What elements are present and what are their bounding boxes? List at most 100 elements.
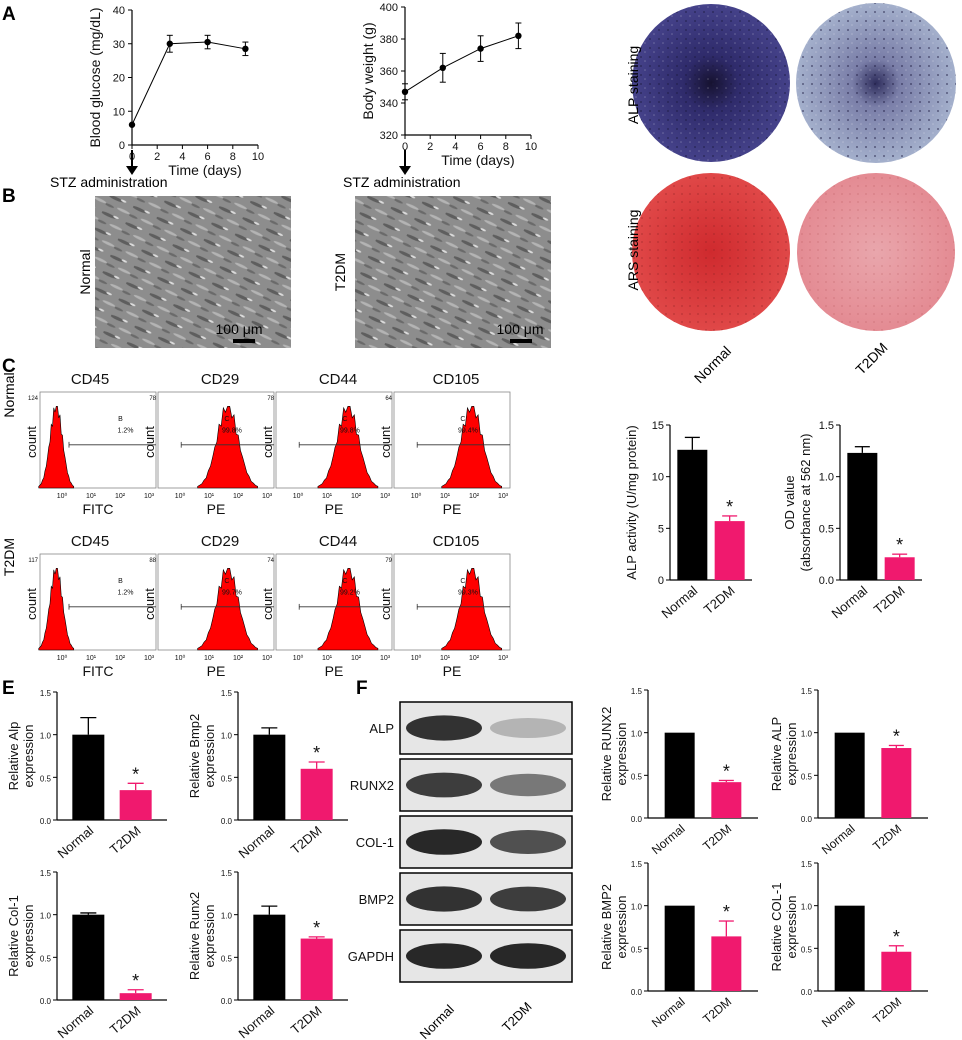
flow-gate-letter: B xyxy=(118,416,123,423)
flow-y-max: 74 xyxy=(267,558,274,564)
relative-runx2-protein-chart: 0.0 0.5 1.0 1.5 Normal * T2DM Relative RUNX2 exp… xyxy=(599,687,758,857)
flow-histogram xyxy=(441,406,503,489)
panel-label-c: C xyxy=(2,356,16,377)
flow-plot-title: CD44 xyxy=(319,533,357,550)
x-tick-label: 2 xyxy=(427,141,433,153)
flow-gate-percent: 1.2% xyxy=(118,427,134,434)
stain-col-t2dm: T2DM xyxy=(852,339,890,377)
flow-gate-letter: C xyxy=(460,578,465,585)
flow-x-tick: 10³ xyxy=(380,493,391,500)
blot-label-bmp2: BMP2 xyxy=(359,892,394,907)
bar-t2dm xyxy=(300,768,333,820)
blot-band xyxy=(406,886,482,912)
category-label: T2DM xyxy=(288,823,325,857)
bar-normal xyxy=(72,914,105,1000)
flow-x-tick: 10² xyxy=(351,655,362,662)
flow-gate-percent: 99.8% xyxy=(340,427,360,434)
category-label: T2DM xyxy=(700,822,734,854)
data-point xyxy=(401,88,409,96)
x-tick-label: 6 xyxy=(478,141,484,153)
flow-row-label-t2dm: T2DM xyxy=(1,538,17,576)
y-tick-label: 20 xyxy=(113,73,125,85)
flow-gate-letter: B xyxy=(118,578,123,585)
x-tick-label: 4 xyxy=(452,141,458,153)
flow-cytometry-grid: CD45 124 count FITC 10⁰ 10¹ 10² 10³ B 1.2% CD29 78 c… xyxy=(24,371,511,679)
stz-arrow-left xyxy=(126,150,138,175)
relative-col1-protein-chart: 0.0 0.5 1.0 1.5 Normal * T2DM Relative COL-1 exp… xyxy=(769,860,928,1030)
y-axis-label: Relative Alp xyxy=(6,722,21,791)
alp-staining-label: ALP staining xyxy=(625,46,641,124)
data-point xyxy=(477,45,484,52)
significance-star: * xyxy=(723,902,730,922)
y-tick-label: 0.5 xyxy=(221,774,233,783)
micrograph-t2dm: 100 μm xyxy=(355,196,551,348)
flow-x-label: PE xyxy=(207,663,226,679)
flow-y-max: 124 xyxy=(28,396,39,402)
bar-t2dm xyxy=(300,938,333,1000)
y-axis-label: expression xyxy=(21,725,36,788)
bar-normal xyxy=(834,732,865,818)
flow-y-max: 88 xyxy=(149,558,156,564)
flow-x-tick: 10³ xyxy=(498,655,509,662)
y-tick-label: 1.0 xyxy=(801,730,813,739)
y-tick-label: 400 xyxy=(380,2,398,14)
stz-annotation-right: STZ administration xyxy=(343,174,460,190)
blot-label-gapdh: GAPDH xyxy=(348,949,394,964)
flow-plot-title: CD105 xyxy=(433,371,480,388)
y-tick-label: 1.5 xyxy=(819,420,834,432)
flow-x-tick: 10⁰ xyxy=(293,654,304,662)
y-tick-label: 340 xyxy=(380,98,398,110)
flow-histogram xyxy=(38,406,75,489)
series-line xyxy=(131,41,246,125)
y-tick-label: 30 xyxy=(113,39,125,51)
panel-label-e: E xyxy=(2,678,15,699)
flow-x-label: PE xyxy=(207,501,226,517)
flow-x-tick: 10¹ xyxy=(204,493,215,500)
y-axis-label: Relative BMP2 xyxy=(599,884,614,970)
y-tick-label: 0.5 xyxy=(631,772,643,781)
y-tick-label: 0.0 xyxy=(221,817,233,826)
flow-plot-title: CD44 xyxy=(319,371,357,388)
x-tick-label: 2 xyxy=(154,151,160,163)
y-tick-label: 1.5 xyxy=(221,689,233,698)
blot-band xyxy=(490,886,566,912)
flow-gate-percent: 99.8% xyxy=(222,427,242,434)
category-label: T2DM xyxy=(700,995,734,1027)
flow-histogram xyxy=(317,568,379,651)
y-tick-label: 0.0 xyxy=(819,575,834,587)
bar-t2dm xyxy=(711,782,742,818)
bar-normal xyxy=(664,905,695,991)
flow-x-tick: 10³ xyxy=(144,655,155,662)
flow-x-tick: 10² xyxy=(469,655,480,662)
category-label: Normal xyxy=(55,1003,97,1040)
flow-x-label: PE xyxy=(325,663,344,679)
y-tick-label: 1.0 xyxy=(40,912,52,921)
category-label: Normal xyxy=(649,995,688,1031)
significance-star: * xyxy=(132,764,139,784)
category-label: Normal xyxy=(829,583,871,621)
y-axis-label: Relative COL-1 xyxy=(769,883,784,972)
y-tick-label: 0.0 xyxy=(631,815,643,824)
x-tick-label: 8 xyxy=(503,141,509,153)
blot-band xyxy=(490,830,566,854)
y-axis-label: expression xyxy=(614,896,629,959)
y-tick-label: 10 xyxy=(113,106,125,118)
y-tick-label: 1.5 xyxy=(631,687,643,696)
bar-t2dm xyxy=(714,521,745,580)
bar-normal xyxy=(834,905,865,991)
y-tick-label: 0.5 xyxy=(631,945,643,954)
wb-lane-normal: Normal xyxy=(417,1002,457,1040)
category-label: T2DM xyxy=(107,1003,144,1037)
bar-normal xyxy=(677,449,708,580)
flow-x-tick: 10¹ xyxy=(322,493,333,500)
flow-x-label: FITC xyxy=(82,663,113,679)
stz-annotation-left: STZ administration xyxy=(50,174,167,190)
flow-y-label: count xyxy=(142,426,157,458)
flow-y-label: count xyxy=(142,588,157,620)
bar-normal xyxy=(253,914,286,1000)
significance-star: * xyxy=(896,535,903,555)
flow-gate-percent: 99.7% xyxy=(222,589,242,596)
flow-x-tick: 10¹ xyxy=(86,493,97,500)
category-label: Normal xyxy=(819,822,858,858)
y-tick-label: 0.0 xyxy=(631,988,643,997)
